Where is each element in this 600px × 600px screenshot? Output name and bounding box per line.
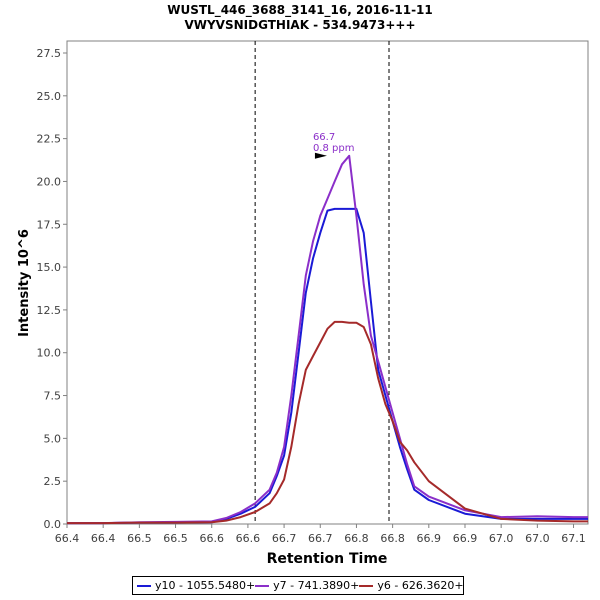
- x-tick-label: 66.4: [55, 532, 80, 545]
- legend-label: y10 - 1055.5480+: [155, 579, 256, 592]
- y-tick-label: 27.5: [37, 47, 62, 60]
- legend-label: y6 - 626.3620+: [377, 579, 464, 592]
- peak-annotation-2: 0.8 ppm: [313, 143, 355, 154]
- peak-annotation-1: 66.7: [313, 132, 335, 143]
- series-line-1: [67, 207, 588, 525]
- legend-item-1: y10 - 1055.5480+: [137, 579, 255, 592]
- series-line-3: [67, 320, 588, 525]
- x-tick-label: 66.9: [453, 532, 478, 545]
- y-tick-label: 5.0: [44, 432, 62, 445]
- plot-frame: [66, 40, 589, 525]
- chart-title: WUSTL_446_3688_3141_16, 2016-11-11: [167, 3, 433, 17]
- x-tick-label: 67.0: [525, 532, 550, 545]
- x-tick-label: 66.5: [163, 532, 188, 545]
- legend-item-3: y6 - 626.3620+: [359, 579, 464, 592]
- legend-swatch: [137, 584, 151, 587]
- x-tick-label: 66.7: [272, 532, 297, 545]
- y-tick-label: 17.5: [37, 218, 62, 231]
- y-tick-label: 22.5: [37, 133, 62, 146]
- y-tick-label: 15.0: [37, 261, 62, 274]
- peak-marker: [314, 152, 327, 159]
- x-tick-label: 67.1: [561, 532, 586, 545]
- y-tick-label: 10.0: [37, 347, 62, 360]
- y-tick-label: 2.5: [44, 475, 62, 488]
- x-tick-label: 66.5: [127, 532, 152, 545]
- y-tick-label: 0.0: [44, 518, 62, 531]
- series-line-2: [67, 154, 588, 525]
- x-tick-label: 66.8: [344, 532, 369, 545]
- legend-swatch: [255, 584, 270, 587]
- x-tick-label: 67.0: [489, 532, 514, 545]
- y-axis-label: Intensity 10^6: [17, 229, 32, 337]
- x-tick-label: 66.4: [91, 532, 116, 545]
- x-axis-label: Retention Time: [267, 551, 388, 567]
- chart-subtitle: VWYVSNIDGTHIAK - 534.9473+++: [184, 18, 416, 32]
- x-tick-label: 66.6: [236, 532, 261, 545]
- y-tick-label: 20.0: [37, 175, 62, 188]
- x-tick-label: 66.8: [380, 532, 405, 545]
- legend-label: y7 - 741.3890+: [273, 579, 360, 592]
- legend-swatch: [359, 584, 374, 587]
- x-tick-label: 66.9: [417, 532, 442, 545]
- y-tick-label: 25.0: [37, 90, 62, 103]
- x-tick-label: 66.6: [199, 532, 224, 545]
- y-tick-label: 7.5: [44, 390, 62, 403]
- legend-item-2: y7 - 741.3890+: [255, 579, 359, 592]
- legend: y10 - 1055.5480+ y7 - 741.3890+ y6 - 626.3…: [132, 576, 464, 595]
- x-tick-label: 66.7: [308, 532, 333, 545]
- y-tick-label: 12.5: [37, 304, 62, 317]
